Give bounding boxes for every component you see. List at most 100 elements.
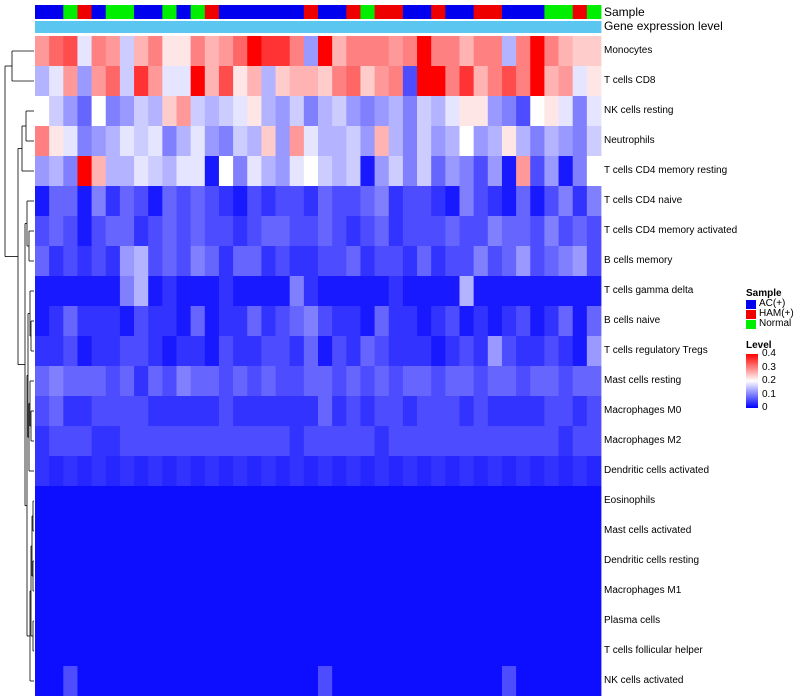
heatmap-cell <box>318 96 333 126</box>
heatmap-cell <box>105 246 121 276</box>
heatmap-cell <box>572 336 588 366</box>
heatmap-cell <box>190 396 206 426</box>
heatmap-cell <box>162 606 177 636</box>
heatmap-cell <box>516 276 531 306</box>
heatmap-cell <box>374 426 390 456</box>
heatmap-cell <box>148 306 163 336</box>
heatmap-cell <box>275 576 291 606</box>
heatmap-cell <box>417 666 432 696</box>
heatmap-cell <box>275 336 291 366</box>
heatmap-cell <box>261 636 276 666</box>
heatmap-cell <box>190 156 206 186</box>
heatmap-cell <box>105 276 121 306</box>
heatmap-cell <box>134 216 149 246</box>
heatmap-cell <box>346 336 361 366</box>
row-label: Monocytes <box>604 45 653 56</box>
heatmap-cell <box>105 426 121 456</box>
heatmap-cell <box>91 516 107 546</box>
row-label: T cells follicular helper <box>604 645 703 656</box>
heatmap-cell <box>346 126 361 156</box>
heatmap-cell <box>77 666 92 696</box>
heatmap-cell <box>247 366 262 396</box>
heatmap-cell <box>63 306 78 336</box>
heatmap-cell <box>346 576 361 606</box>
heatmap-cell <box>303 396 319 426</box>
heatmap-cell <box>148 666 163 696</box>
heatmap-cell <box>445 306 460 336</box>
heatmap-cell <box>134 66 149 96</box>
heatmap-cell <box>233 306 248 336</box>
heatmap-cell <box>516 486 531 516</box>
heatmap-cell <box>49 126 64 156</box>
heatmap-cell <box>501 636 517 666</box>
heatmap-cell <box>516 546 531 576</box>
heatmap-cell <box>346 666 361 696</box>
heatmap-cell <box>261 336 276 366</box>
heatmap-cell <box>218 126 234 156</box>
heatmap-cell <box>402 96 418 126</box>
heatmap-cell <box>473 426 489 456</box>
heatmap-cell <box>402 156 418 186</box>
heatmap-cell <box>63 366 78 396</box>
heatmap-cell <box>162 396 177 426</box>
heatmap-cell <box>445 66 460 96</box>
heatmap-cell <box>586 666 602 696</box>
heatmap-cell <box>303 66 319 96</box>
heatmap-cell <box>501 246 517 276</box>
heatmap-cell <box>346 186 361 216</box>
heatmap-cell <box>119 486 135 516</box>
row-label: T cells CD8 <box>604 75 656 86</box>
heatmap-cell <box>501 576 517 606</box>
heatmap-cell <box>431 576 446 606</box>
heatmap-cell <box>558 156 574 186</box>
heatmap-cell <box>558 486 574 516</box>
heatmap-cell <box>431 546 446 576</box>
heatmap-cell <box>247 66 262 96</box>
heatmap-cell <box>586 636 602 666</box>
heatmap-cell <box>318 246 333 276</box>
heatmap-cell <box>332 486 347 516</box>
heatmap-cell <box>35 456 50 486</box>
heatmap-cell <box>459 576 475 606</box>
heatmap-cell <box>77 366 92 396</box>
heatmap-cell <box>275 396 291 426</box>
legend-swatch <box>746 319 756 329</box>
heatmap-cell <box>445 576 460 606</box>
heatmap-cell <box>332 216 347 246</box>
heatmap-cell <box>487 396 503 426</box>
heatmap-cell <box>303 516 319 546</box>
heatmap-cell <box>388 336 404 366</box>
heatmap-cell <box>148 426 163 456</box>
heatmap-cell <box>261 486 276 516</box>
heatmap-cell <box>77 636 92 666</box>
heatmap-cell <box>473 666 489 696</box>
heatmap-cell <box>558 36 574 66</box>
sample-cell <box>417 5 432 19</box>
sample-cell <box>303 5 319 19</box>
heatmap-cell <box>261 576 276 606</box>
heatmap-cell <box>487 96 503 126</box>
heatmap-cell <box>318 636 333 666</box>
heatmap-cell <box>49 456 64 486</box>
heatmap-cell <box>218 666 234 696</box>
heatmap-cell <box>63 396 78 426</box>
heatmap-cell <box>218 456 234 486</box>
heatmap-cell <box>586 126 602 156</box>
heatmap-cell <box>176 66 192 96</box>
heatmap-cell <box>402 666 418 696</box>
heatmap-cell <box>530 186 545 216</box>
heatmap-cell <box>134 336 149 366</box>
legend-item: AC(+) <box>746 299 800 309</box>
heatmap-cell <box>516 516 531 546</box>
heatmap-cell <box>247 276 262 306</box>
heatmap-cell <box>346 306 361 336</box>
heatmap-cell <box>91 96 107 126</box>
heatmap-cell <box>459 306 475 336</box>
heatmap-cell <box>318 366 333 396</box>
heatmap-cell <box>346 66 361 96</box>
heatmap-cell <box>91 546 107 576</box>
legend-item: Normal <box>746 319 800 329</box>
heatmap-cell <box>318 126 333 156</box>
heatmap-cell <box>204 396 220 426</box>
heatmap-cell <box>105 126 121 156</box>
